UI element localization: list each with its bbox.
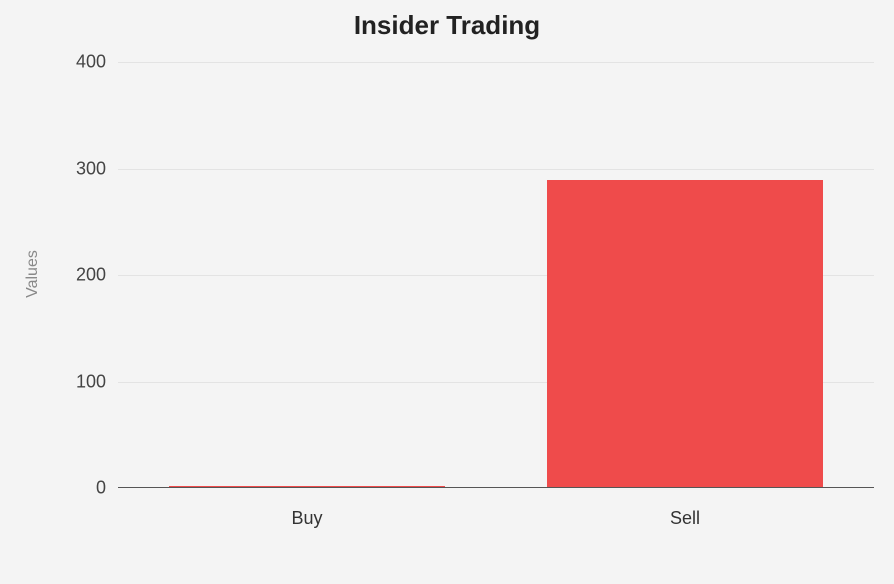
y-tick-label: 0 (96, 478, 106, 499)
chart-title: Insider Trading (0, 10, 894, 41)
bar-sell (547, 180, 823, 487)
insider-trading-chart: Insider Trading Values 0100200300400BuyS… (0, 0, 894, 584)
y-tick-label: 100 (76, 371, 106, 392)
x-tick-label: Sell (670, 508, 700, 529)
gridline (118, 169, 874, 170)
y-axis-label: Values (24, 244, 42, 304)
y-tick-label: 400 (76, 52, 106, 73)
y-tick-label: 200 (76, 265, 106, 286)
bar-buy (169, 486, 445, 487)
x-axis-line (118, 487, 874, 488)
y-tick-label: 300 (76, 158, 106, 179)
gridline (118, 62, 874, 63)
plot-area: 0100200300400BuySell (118, 62, 874, 488)
x-tick-label: Buy (291, 508, 322, 529)
